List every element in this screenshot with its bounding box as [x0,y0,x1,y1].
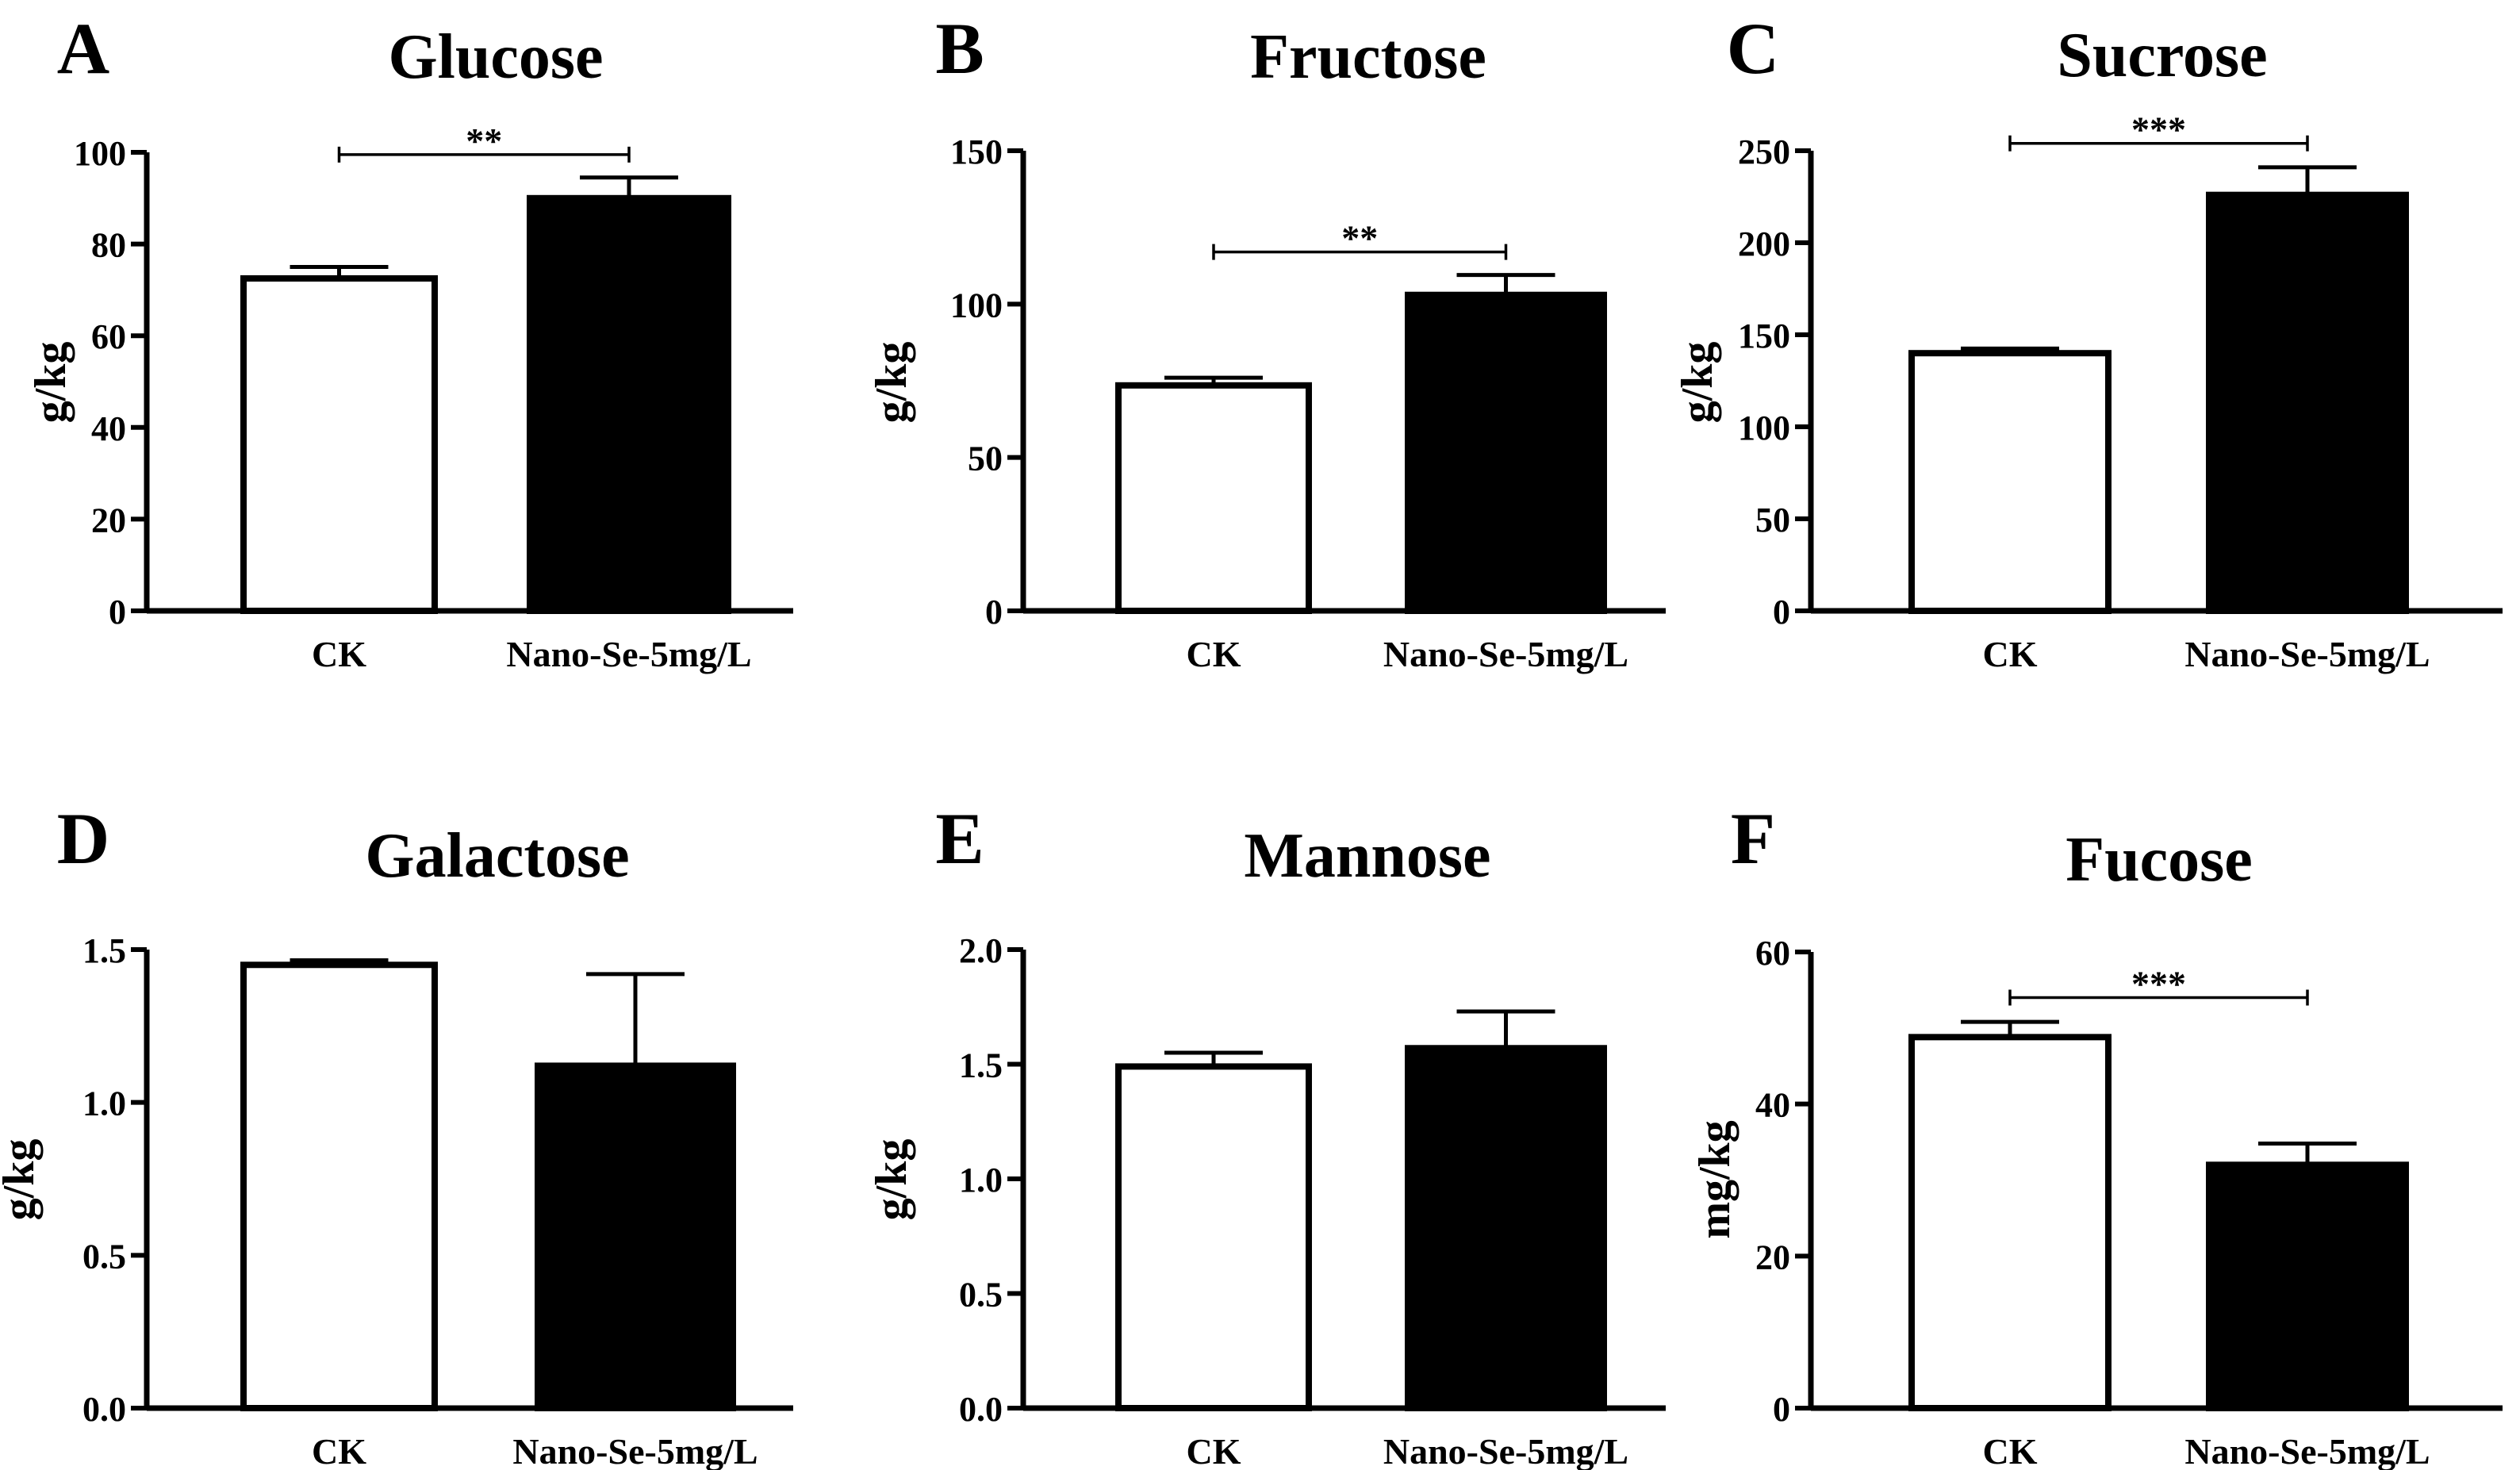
y-axis-label: g/kg [0,1139,44,1221]
y-tick-label: 1.5 [82,931,126,970]
y-tick-label: 60 [91,317,126,356]
error-bar [1456,273,1555,315]
chart-panel-b: B Fructose g/kg CK Nano-Se-5mg/L 0 50 100 150 ** [867,8,1666,674]
y-tick-label: 0 [109,593,126,631]
significance-label: *** [2131,964,2186,1004]
y-tick-label: 100 [74,134,126,173]
error-bar [1164,375,1263,386]
significance-label: ** [1341,218,1378,259]
y-tick-label: 200 [1738,225,1790,263]
y-tick-label: 0 [1773,1390,1790,1429]
panel-letter: F [1731,798,1775,879]
y-tick-label: 60 [1755,934,1790,973]
y-tick-label: 100 [1738,409,1790,447]
error-bar [580,175,678,219]
error-bar [1164,1050,1263,1067]
x-tick-label: Nano-Se-5mg/L [506,634,751,674]
chart-title: Sucrose [2057,21,2267,90]
y-tick-label: 20 [91,501,126,539]
chart-title: Galactose [365,821,629,891]
x-tick-label: Nano-Se-5mg/L [1383,1431,1628,1470]
significance-bracket: ** [1212,218,1508,260]
chart-panel-e: E Mannose g/kg CK Nano-Se-5mg/L 0.0 0.5 1.0 1.5 2… [867,798,1666,1470]
chart-panel-a: A Glucose g/kg CK Nano-Se-5mg/L 0 20 40 60 80 100 *… [26,8,793,674]
chart-title: Mannose [1244,821,1490,891]
error-bar [2258,1142,2357,1187]
panel-letter: D [57,798,109,879]
bar-nano-se [1405,1045,1607,1412]
panel-letter: C [1727,8,1779,89]
y-axis-label: g/kg [867,1139,916,1221]
error-bar [1961,346,2059,354]
y-tick-label: 100 [950,286,1003,324]
x-tick-label: CK [1983,634,2038,674]
y-tick-label: 50 [968,439,1003,478]
y-tick-label: 80 [91,226,126,265]
bar-nano-se [527,194,731,615]
x-tick-label: CK [1983,1431,2038,1470]
significance-label: *** [2131,109,2186,150]
y-axis-label: g/kg [26,342,75,424]
error-bar [290,958,389,965]
significance-label: ** [466,121,502,161]
y-tick-label: 250 [1738,132,1790,171]
bar-ck [240,961,438,1412]
bar-ck [240,274,438,614]
significance-bracket: *** [2008,109,2309,152]
x-tick-label: CK [1187,634,1241,674]
x-tick-label: CK [312,1431,366,1470]
bar-nano-se [2206,1161,2409,1412]
x-tick-label: Nano-Se-5mg/L [512,1431,758,1470]
y-tick-label: 0.0 [82,1390,126,1429]
panel-letter: E [935,798,984,879]
bar-ck [1115,1063,1312,1411]
y-axis-label: mg/kg [1690,1120,1739,1238]
chart-title: Fructose [1250,22,1486,92]
y-tick-label: 0.5 [959,1276,1003,1315]
y-tick-label: 0.0 [959,1390,1003,1429]
y-tick-label: 40 [91,409,126,448]
chart-panel-c: C Sucrose g/kg CK Nano-Se-5mg/L 0 50 100 150 200 2… [1673,8,2503,674]
significance-bracket: ** [337,121,631,163]
bar-ck [1908,350,2112,614]
significance-bracket: *** [2008,964,2309,1006]
panel-letter: B [935,8,984,89]
y-tick-label: 1.5 [959,1046,1003,1085]
y-tick-label: 150 [1738,317,1790,355]
y-tick-label: 2.0 [959,931,1003,970]
chart-title: Fucose [2065,825,2253,895]
y-tick-label: 0 [1773,593,1790,631]
y-tick-label: 50 [1755,501,1790,539]
y-tick-label: 20 [1755,1238,1790,1276]
panel-letter: A [57,8,109,89]
y-tick-label: 150 [950,132,1003,171]
chart-panel-f: F Fucose mg/kg CK Nano-Se-5mg/L 0 20 40 60 *** [1690,798,2503,1470]
y-tick-label: 1.0 [82,1084,126,1123]
bar-nano-se [1405,291,1607,614]
error-bar [290,265,389,278]
x-tick-label: CK [1187,1431,1241,1470]
error-bar [1961,1019,2059,1038]
y-axis-label: g/kg [867,342,916,424]
chart-panel-d: D Galactose g/kg CK Nano-Se-5mg/L 0.0 0.5 1.0 1.… [0,798,793,1470]
y-tick-label: 1.0 [959,1161,1003,1199]
error-bar [586,972,685,1158]
x-tick-label: Nano-Se-5mg/L [1383,634,1628,674]
x-tick-label: Nano-Se-5mg/L [2184,634,2430,674]
x-tick-label: Nano-Se-5mg/L [2184,1431,2430,1470]
error-bar [1456,1009,1555,1085]
error-bar [2258,165,2357,223]
y-tick-label: 0.5 [82,1237,126,1276]
chart-title: Glucose [388,22,603,92]
y-tick-label: 0 [985,593,1003,631]
y-tick-label: 40 [1755,1086,1790,1125]
bar-ck [1908,1034,2112,1412]
x-tick-label: CK [312,634,366,674]
bar-ck [1115,382,1312,614]
y-axis-label: g/kg [1673,342,1722,424]
bar-nano-se [2206,191,2409,614]
